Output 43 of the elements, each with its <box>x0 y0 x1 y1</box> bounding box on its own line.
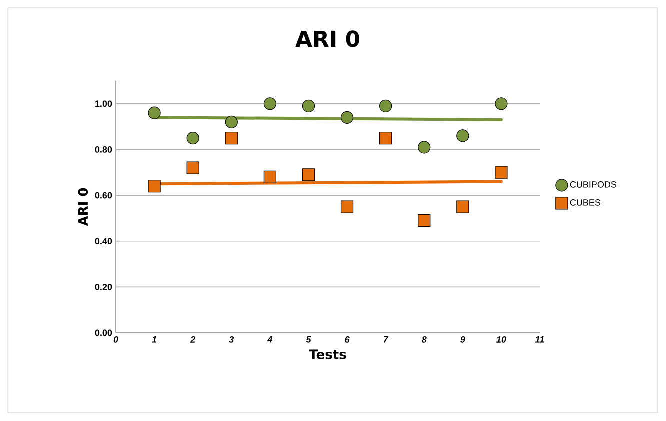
point <box>418 214 431 228</box>
point <box>302 100 316 112</box>
point <box>380 100 392 112</box>
point <box>418 141 431 154</box>
x-tick-label: 2 <box>190 336 196 343</box>
point <box>340 200 354 214</box>
point <box>186 162 200 174</box>
point <box>225 132 238 145</box>
y-tick-label: 0.60 <box>95 192 112 199</box>
point <box>380 132 392 145</box>
x-tick-label: 0 <box>114 336 118 343</box>
x-tick-label: 4 <box>268 336 273 343</box>
point <box>456 200 470 214</box>
point <box>148 106 161 120</box>
point <box>456 130 470 142</box>
point <box>495 98 508 110</box>
y-tick-label: 0.40 <box>95 238 112 245</box>
point <box>186 132 200 145</box>
x-tick-label: 8 <box>422 336 427 343</box>
x-tick-label: 6 <box>345 336 350 343</box>
x-tick-label: 10 <box>496 336 506 343</box>
x-tick-label: 7 <box>384 336 389 343</box>
point <box>264 170 276 184</box>
x-tick-label: 3 <box>229 336 234 343</box>
point <box>302 168 316 182</box>
point <box>264 98 276 110</box>
y-tick-label: 0.20 <box>95 284 112 290</box>
chart-title: ARI 0 <box>296 30 360 48</box>
point <box>148 180 161 193</box>
y-axis-title: ARI 0 <box>78 188 88 226</box>
point <box>495 166 508 179</box>
y-tick-label: 1.00 <box>96 100 112 108</box>
x-tick-label: 1 <box>152 336 157 343</box>
x-axis-title: Tests <box>309 350 346 360</box>
point <box>340 111 354 124</box>
x-tick-label: 5 <box>306 336 312 343</box>
x-tick-label: 11 <box>535 336 544 343</box>
y-tick-label: 0.00 <box>95 330 112 336</box>
legend-label: CUBIPODS <box>570 182 617 188</box>
point <box>225 116 238 129</box>
x-tick-label: 9 <box>460 336 466 343</box>
y-tick-label: 0.80 <box>95 146 112 153</box>
legend-label: CUBES <box>570 200 601 206</box>
